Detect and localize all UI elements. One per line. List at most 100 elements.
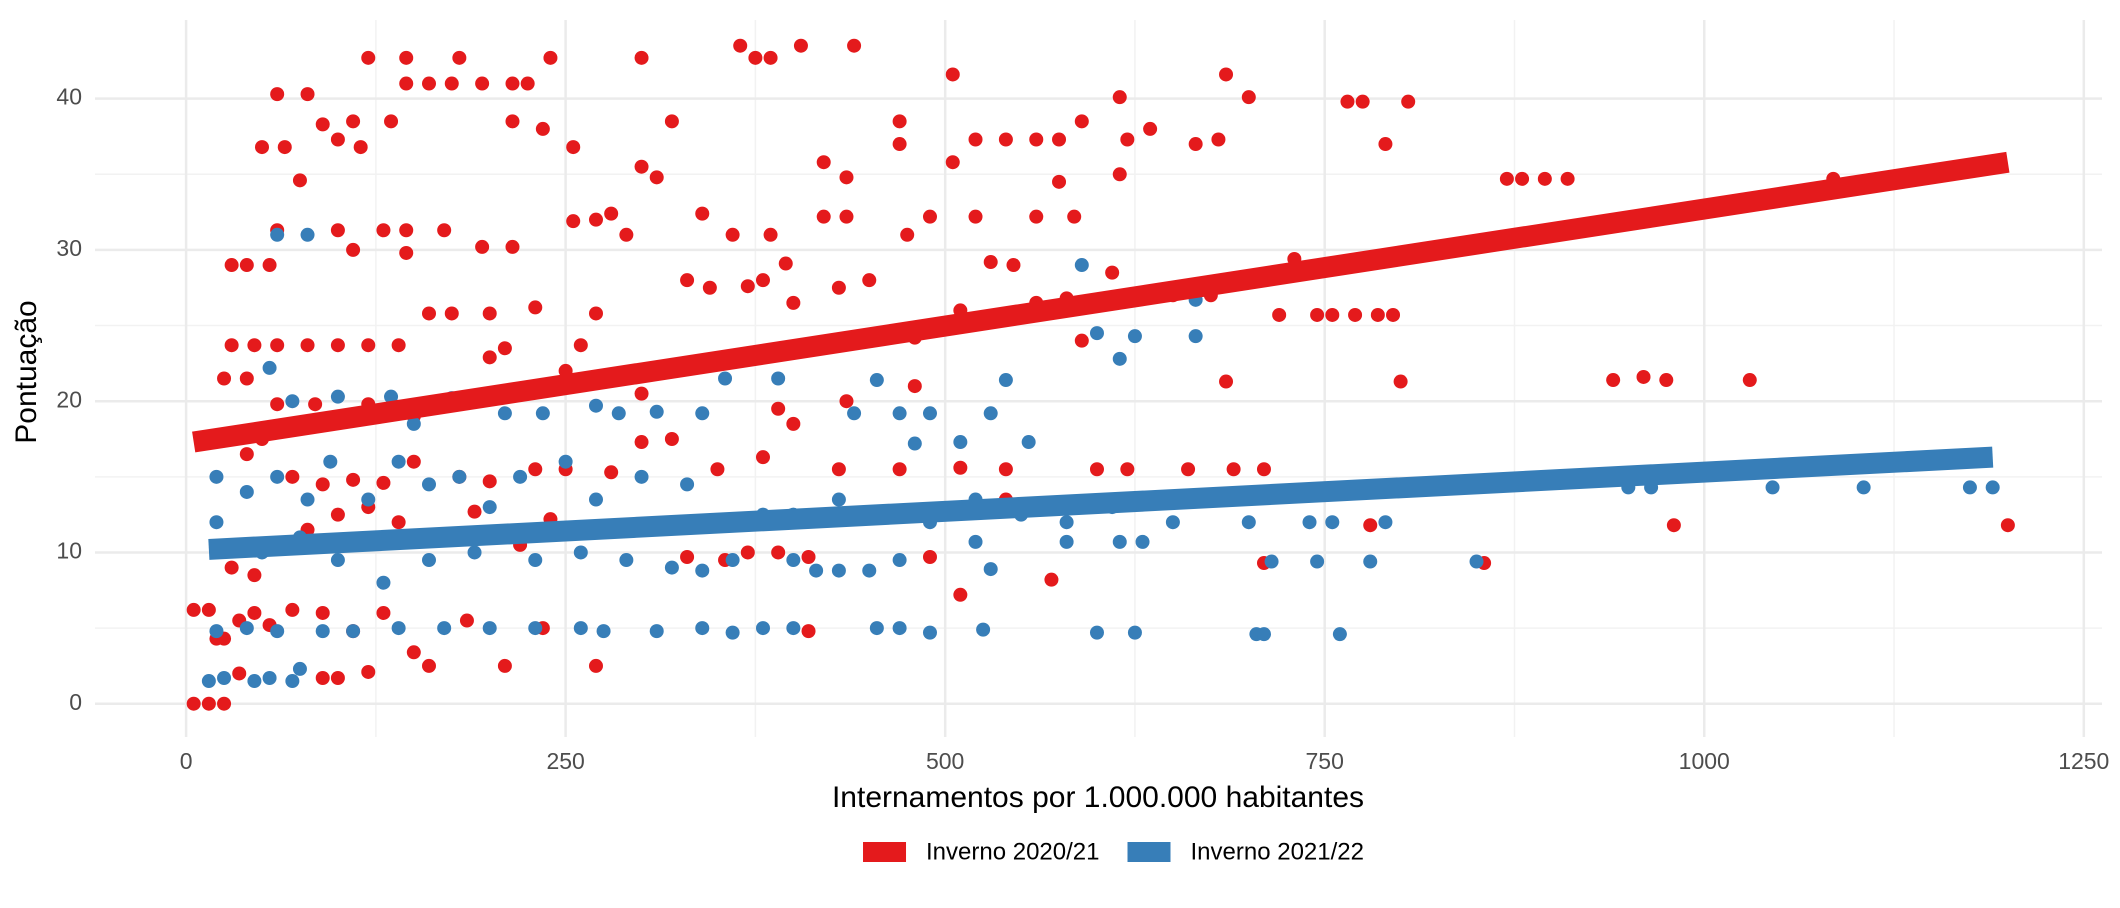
point (391, 454, 406, 469)
point (421, 76, 436, 91)
x-tick-label: 0 (180, 748, 193, 774)
point (664, 114, 679, 129)
point (270, 624, 285, 639)
point (1325, 307, 1340, 322)
point (1560, 171, 1575, 186)
point (725, 553, 740, 568)
point (1006, 258, 1021, 273)
point (330, 671, 345, 686)
point (224, 258, 239, 273)
point (596, 624, 611, 639)
point (270, 338, 285, 353)
point (680, 549, 695, 564)
point (421, 477, 436, 492)
point (217, 371, 232, 386)
point (869, 373, 884, 388)
point (330, 553, 345, 568)
point (588, 658, 603, 673)
point (1348, 307, 1363, 322)
point (1105, 265, 1120, 280)
point (346, 242, 361, 257)
point (292, 173, 307, 188)
point (376, 605, 391, 620)
x-tick-label: 1000 (1679, 748, 1730, 774)
point (361, 492, 376, 507)
point (922, 406, 937, 421)
point (247, 674, 262, 689)
point (186, 602, 201, 617)
point (839, 170, 854, 185)
point (444, 306, 459, 321)
point (1089, 625, 1104, 640)
point (604, 465, 619, 480)
point (452, 50, 467, 65)
point (1029, 209, 1044, 224)
point (786, 416, 801, 431)
point (634, 386, 649, 401)
point (270, 469, 285, 484)
point (361, 338, 376, 353)
point (467, 504, 482, 519)
point (444, 76, 459, 91)
point (247, 605, 262, 620)
point (300, 492, 315, 507)
point (976, 622, 991, 637)
point (505, 239, 520, 254)
point (421, 553, 436, 568)
y-axis-title: Pontuação (10, 300, 43, 443)
point (285, 602, 300, 617)
point (376, 575, 391, 590)
point (421, 658, 436, 673)
point (695, 621, 710, 636)
point (1029, 132, 1044, 147)
y-tick-label: 0 (69, 689, 82, 715)
x-tick-label: 1250 (2058, 748, 2109, 774)
point (1742, 373, 1757, 388)
point (2000, 518, 2015, 533)
point (1219, 374, 1234, 389)
point (953, 435, 968, 450)
point (847, 38, 862, 53)
point (1074, 258, 1089, 273)
point (1052, 132, 1067, 147)
point (399, 50, 414, 65)
point (475, 239, 490, 254)
point (680, 477, 695, 492)
point (1386, 307, 1401, 322)
point (1241, 515, 1256, 530)
point (315, 117, 330, 132)
point (892, 137, 907, 152)
legend-key (863, 842, 907, 862)
point (391, 621, 406, 636)
point (695, 206, 710, 221)
point (497, 658, 512, 673)
point (831, 462, 846, 477)
point (968, 132, 983, 147)
point (330, 338, 345, 353)
point (1666, 518, 1681, 533)
point (505, 114, 520, 129)
grid (95, 20, 2102, 737)
point (1256, 627, 1271, 642)
points (186, 38, 2015, 711)
point (1272, 307, 1287, 322)
y-tick-label: 30 (56, 235, 82, 261)
point (634, 50, 649, 65)
point (1120, 462, 1135, 477)
point (619, 553, 634, 568)
point (1188, 137, 1203, 152)
point (1112, 90, 1127, 105)
point (831, 492, 846, 507)
point (763, 227, 778, 242)
point (505, 76, 520, 91)
point (634, 435, 649, 450)
point (710, 462, 725, 477)
point (201, 674, 216, 689)
point (437, 621, 452, 636)
point (892, 406, 907, 421)
point (998, 373, 1013, 388)
point (1112, 167, 1127, 182)
point (467, 545, 482, 560)
point (323, 454, 338, 469)
point (892, 462, 907, 477)
